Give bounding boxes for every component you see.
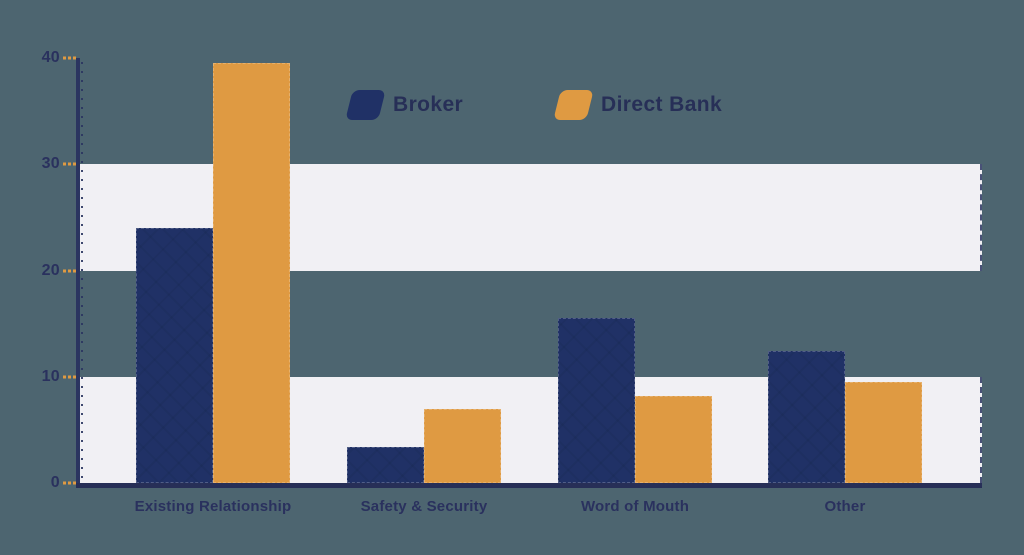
y-axis-tick-dash-10	[63, 375, 78, 379]
bar-direct-bank-existing-relationship	[213, 63, 290, 483]
legend-swatch-broker-icon	[345, 90, 386, 120]
y-axis-tick-label-0: 0	[50, 474, 60, 491]
bar-direct-bank-word-of-mouth	[635, 395, 712, 483]
y-axis-tick-dash-20	[63, 269, 78, 272]
y-axis-tick-dash-40	[63, 56, 78, 60]
x-axis-line	[76, 483, 982, 488]
x-axis-label-existing-relationship: Existing Relationship	[134, 498, 292, 515]
y-axis-tick-dash-30	[63, 162, 78, 166]
bar-broker-other	[768, 351, 845, 483]
legend-item-direct-bank: Direct Bank	[553, 90, 723, 120]
y-axis-tick-label-30: 30	[41, 155, 60, 173]
legend-label-direct-bank: Direct Bank	[601, 93, 723, 116]
bar-direct-bank-safety-security	[424, 408, 501, 483]
legend-item-broker: Broker	[345, 90, 464, 120]
legend-label-broker: Broker	[393, 93, 464, 116]
x-axis-label-other: Other	[824, 498, 866, 515]
y-axis-tick-label-20: 20	[41, 261, 60, 279]
bar-direct-bank-other	[845, 382, 922, 483]
bar-broker-word-of-mouth	[558, 318, 635, 483]
y-axis-tick-dash-0	[63, 481, 78, 485]
legend: Broker Direct Bank	[0, 90, 1024, 124]
y-axis-line	[76, 58, 80, 487]
y-axis-tick-label-40: 40	[41, 49, 60, 66]
x-axis-label-word-of-mouth: Word of Mouth	[580, 498, 690, 515]
x-axis-label-safety-security: Safety & Security	[360, 498, 488, 515]
bar-broker-existing-relationship	[136, 228, 213, 483]
bar-broker-safety-security	[347, 446, 424, 483]
y-axis-tick-label-10: 10	[41, 367, 60, 385]
legend-swatch-direct-bank-icon	[553, 90, 594, 120]
y-axis-minor-ticks	[81, 62, 83, 480]
